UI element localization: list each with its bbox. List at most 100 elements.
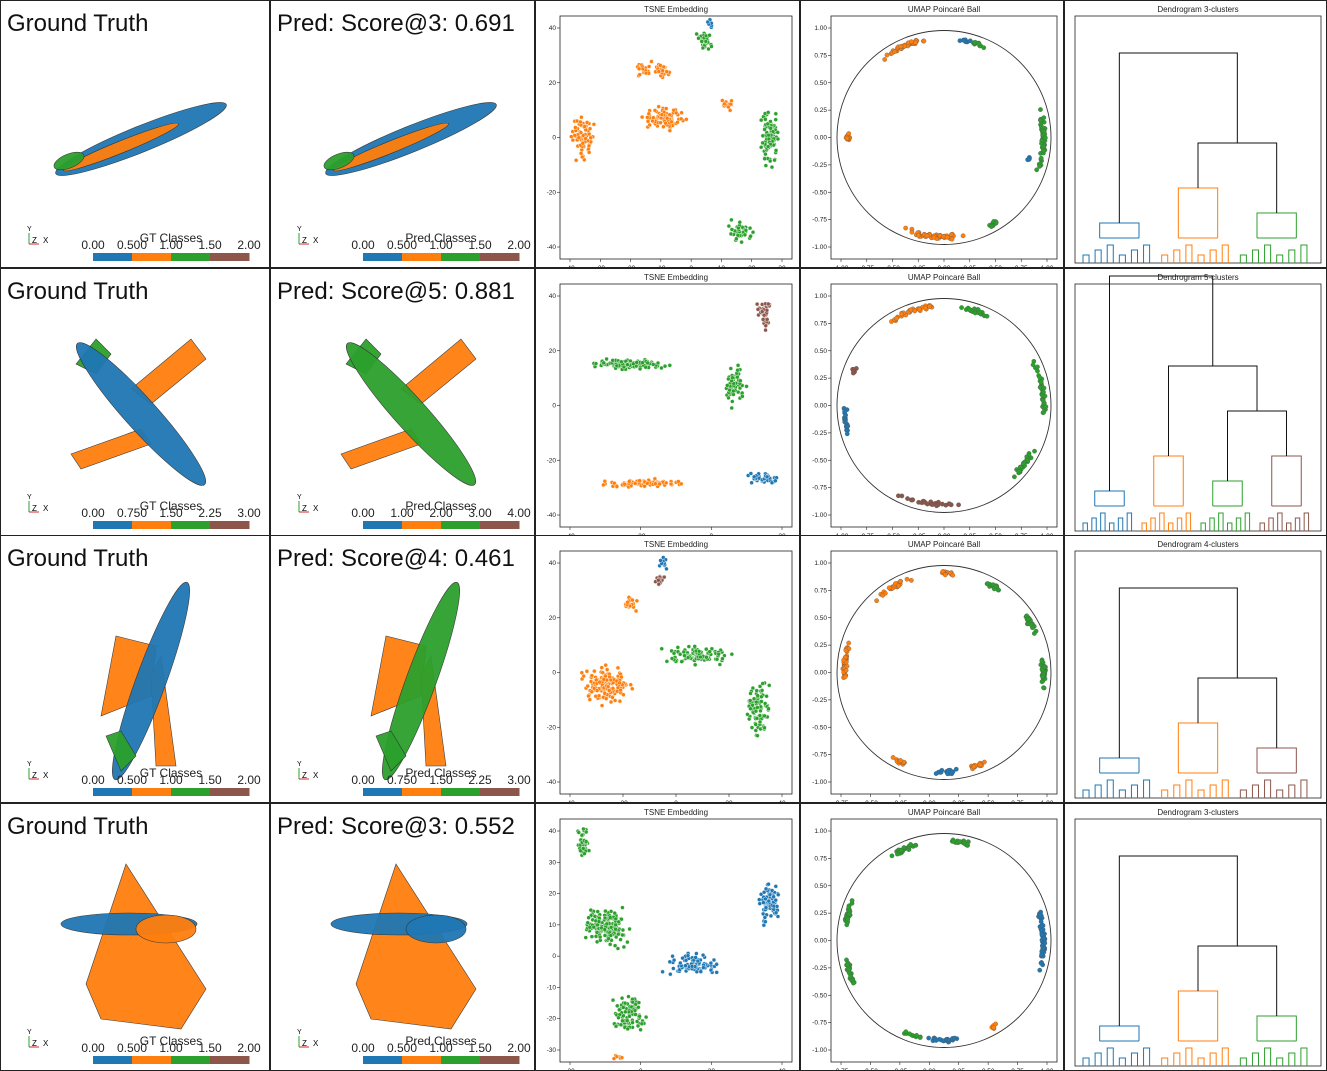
gizmo-label: X: [43, 771, 49, 780]
embedding-point: [773, 117, 778, 122]
embedding-point: [658, 63, 663, 68]
embedding-point: [842, 419, 848, 425]
y-tick-label: 40: [549, 560, 557, 567]
colorbar-label: Pred Classes: [405, 1034, 476, 1048]
embedding-point: [903, 1029, 909, 1035]
embedding-point: [585, 683, 590, 689]
plot-title: UMAP Poincaré Ball: [908, 273, 981, 282]
embedding-point: [939, 501, 945, 507]
embedding-point: [764, 474, 770, 480]
y-tick-label: 20: [549, 348, 557, 355]
embedding-point: [582, 157, 587, 163]
embedding-point: [981, 45, 987, 50]
embedding-point: [771, 903, 777, 909]
embedding-point: [667, 363, 672, 368]
leaf-link: [1185, 1047, 1193, 1066]
embedding-point: [584, 120, 590, 125]
embedding-point: [977, 762, 983, 768]
leaf-link: [1209, 517, 1215, 531]
embedding-point: [729, 405, 734, 411]
embedding-point: [989, 224, 994, 229]
leaf-link: [1082, 254, 1090, 263]
embedding-point: [617, 699, 623, 704]
leaf-link: [1209, 784, 1217, 798]
x-tick-label: -0.75: [859, 265, 874, 268]
embedding-point: [696, 649, 702, 654]
embedding-point: [662, 363, 668, 369]
y-tick-label: 0.00: [814, 403, 827, 410]
embedding-point: [738, 378, 743, 383]
embedding-point: [587, 126, 593, 131]
embedding-point: [668, 971, 673, 977]
embedding-point: [754, 699, 759, 705]
embedding-point: [614, 363, 619, 369]
x-tick-label: 0.50: [989, 265, 1002, 268]
embedding-point: [618, 1022, 624, 1027]
leaf-link: [1209, 1052, 1217, 1066]
embedding-point: [844, 663, 850, 669]
embedding-point: [607, 688, 612, 693]
embedding-point: [1038, 118, 1044, 124]
y-tick-label: 0.00: [814, 938, 827, 945]
x-tick-label: -0.75: [834, 1068, 849, 1071]
embedding-point: [602, 915, 608, 921]
colorbar-label: Pred Classes: [405, 499, 476, 513]
embedding-point: [882, 57, 888, 62]
embedding-point: [985, 581, 991, 586]
embedding-point: [573, 125, 578, 130]
embedding-point: [846, 911, 852, 917]
leaf-link: [1209, 249, 1217, 263]
y-tick-label: 40: [549, 293, 557, 300]
embedding-point: [845, 962, 850, 967]
embedding-point: [569, 134, 574, 139]
embedding-point: [583, 935, 588, 940]
x-tick-label: -0.50: [885, 533, 900, 536]
embedding-point: [667, 112, 672, 117]
embedding-point: [632, 481, 638, 486]
embedding-point: [773, 111, 778, 116]
leaf-link: [1264, 1047, 1272, 1066]
embedding-point: [606, 936, 611, 941]
embedding-point: [1043, 404, 1049, 410]
colorbar-tick: 2.25: [468, 773, 492, 787]
embedding-point: [766, 706, 771, 711]
tsne-panel: TSNE Embedding -40 -30 -20 -10 0 10 20 30 40 20 0 -2…: [535, 0, 800, 268]
embedding-point: [923, 305, 928, 311]
tsne-panel: TSNE Embedding -40 -20 0 20 40 40 20 0 -20 -40: [535, 535, 800, 803]
embedding-point: [747, 225, 753, 231]
plot-title: TSNE Embedding: [644, 5, 708, 14]
y-tick-label: 0.25: [814, 107, 827, 114]
embedding-point: [916, 232, 921, 238]
embedding-point: [706, 46, 711, 52]
embedding-point: [709, 44, 714, 49]
embedding-point: [726, 223, 732, 229]
embedding-point: [846, 905, 852, 910]
embedding-point: [924, 233, 930, 239]
airplane-part: [63, 122, 179, 172]
colorbar-tick: 0.00: [351, 506, 375, 520]
leaf-link: [1276, 254, 1284, 263]
embedding-point: [610, 358, 615, 363]
colorbar-tick: 0.750: [117, 506, 147, 520]
embedding-point: [1040, 674, 1045, 679]
embedding-point: [736, 225, 741, 231]
prediction-render-canvas: Pred: Score@3: 0.552 YZ X Pred Classes 0.00 0…: [277, 813, 531, 1064]
ground-truth-render-canvas: Ground Truth YZ X GT Classes 0.00 0.750 1.50 2.…: [7, 278, 261, 529]
x-tick-label: 1.00: [1041, 1068, 1054, 1071]
embedding-point: [588, 907, 594, 913]
embedding-point: [679, 659, 684, 664]
colorbar-tick: 0.500: [387, 1041, 417, 1055]
colorbar-tick: 0.00: [351, 773, 375, 787]
x-tick-label: 0.50: [982, 800, 995, 803]
embedding-point: [754, 301, 760, 307]
leaf-link: [1294, 517, 1301, 531]
merge-link: [1109, 275, 1214, 491]
x-tick-label: 1.00: [1041, 265, 1054, 268]
embedding-point: [677, 652, 683, 657]
embedding-point: [912, 40, 918, 45]
colorbar-segment: [171, 521, 211, 529]
embedding-point: [613, 927, 618, 932]
embedding-point: [720, 98, 725, 103]
embedding-point: [957, 839, 963, 844]
merge-link: [1197, 677, 1278, 748]
